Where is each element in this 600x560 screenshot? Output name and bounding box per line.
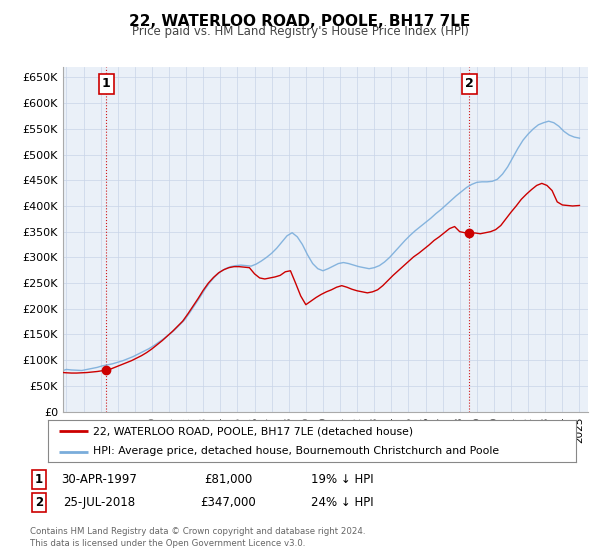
Text: HPI: Average price, detached house, Bournemouth Christchurch and Poole: HPI: Average price, detached house, Bour… — [93, 446, 499, 456]
Text: 1: 1 — [102, 77, 110, 91]
Text: 2: 2 — [35, 496, 43, 509]
Text: 22, WATERLOO ROAD, POOLE, BH17 7LE: 22, WATERLOO ROAD, POOLE, BH17 7LE — [130, 14, 470, 29]
Text: 25-JUL-2018: 25-JUL-2018 — [63, 496, 135, 509]
Text: 1: 1 — [35, 473, 43, 487]
Text: This data is licensed under the Open Government Licence v3.0.: This data is licensed under the Open Gov… — [30, 539, 305, 548]
Text: Contains HM Land Registry data © Crown copyright and database right 2024.: Contains HM Land Registry data © Crown c… — [30, 528, 365, 536]
Text: 22, WATERLOO ROAD, POOLE, BH17 7LE (detached house): 22, WATERLOO ROAD, POOLE, BH17 7LE (deta… — [93, 426, 413, 436]
Text: 19% ↓ HPI: 19% ↓ HPI — [311, 473, 373, 487]
Text: Price paid vs. HM Land Registry's House Price Index (HPI): Price paid vs. HM Land Registry's House … — [131, 25, 469, 38]
Text: 2: 2 — [465, 77, 473, 91]
Text: £81,000: £81,000 — [204, 473, 252, 487]
Text: 30-APR-1997: 30-APR-1997 — [61, 473, 137, 487]
Text: 24% ↓ HPI: 24% ↓ HPI — [311, 496, 373, 509]
Text: £347,000: £347,000 — [200, 496, 256, 509]
